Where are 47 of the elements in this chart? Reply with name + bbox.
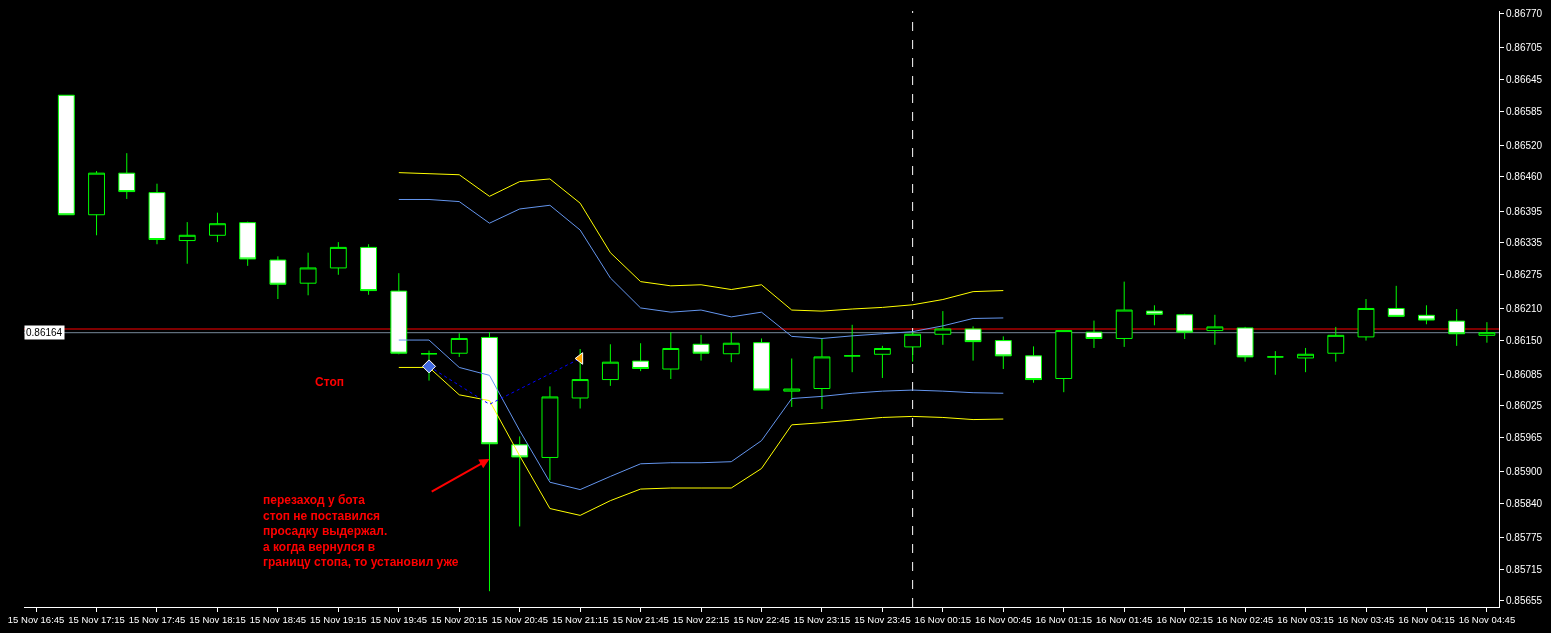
annotation: Стоп	[315, 375, 344, 389]
x-tick-label: 15 Nov 20:15	[430, 614, 488, 626]
y-tick-label: 0.86460	[1506, 171, 1543, 183]
x-tick-label: 15 Nov 23:45	[854, 614, 911, 626]
x-tick-label: 15 Nov 18:45	[249, 614, 307, 626]
y-tick-label: 0.86025	[1506, 400, 1543, 412]
x-tick-label: 15 Nov 17:45	[128, 614, 186, 626]
x-tick-label: 16 Nov 00:45	[975, 614, 1032, 626]
x-tick-label: 16 Nov 02:45	[1216, 614, 1274, 626]
y-tick-label: 0.86210	[1506, 302, 1543, 314]
y-tick-label: 0.86085	[1506, 368, 1543, 380]
y-tick-label: 0.86395	[1506, 205, 1543, 217]
x-tick-label: 16 Nov 03:15	[1277, 614, 1334, 626]
y-tick-label: 0.85775	[1506, 532, 1543, 543]
y-tick-label: 0.86645	[1506, 73, 1543, 85]
x-tick-label: 15 Nov 21:15	[551, 614, 609, 626]
x-tick-label: 16 Nov 04:15	[1398, 614, 1455, 626]
y-tick-label: 0.85655	[1506, 595, 1543, 607]
ref-line-label: 0.86164	[26, 327, 63, 338]
y-tick-label: 0.86770	[1506, 8, 1543, 20]
x-tick-label: 16 Nov 01:45	[1095, 614, 1153, 626]
x-tick-label: 15 Nov 22:15	[672, 614, 730, 626]
x-tick-label: 16 Nov 02:15	[1156, 614, 1213, 626]
y-tick-label: 0.85900	[1506, 466, 1543, 478]
x-tick-label: 15 Nov 19:45	[370, 614, 428, 626]
x-tick-label: 15 Nov 16:45	[7, 614, 65, 626]
y-tick-label: 0.86275	[1506, 268, 1543, 280]
annotation: перезаход у бота стоп не поставился просадку выдержал. а когда вернулся в границу стопа, то установил уже	[263, 493, 459, 570]
y-tick-label: 0.85840	[1506, 497, 1543, 509]
x-tick-label: 15 Nov 19:15	[310, 614, 367, 626]
x-tick-label: 15 Nov 18:15	[189, 614, 246, 626]
x-tick-label: 16 Nov 00:15	[914, 614, 972, 626]
x-tick-label: 15 Nov 21:45	[612, 614, 669, 626]
y-tick-label: 0.85715	[1506, 563, 1543, 575]
y-tick-label: 0.86585	[1506, 105, 1543, 117]
x-tick-label: 15 Nov 23:15	[793, 614, 851, 626]
x-tick-label: 15 Nov 20:45	[491, 614, 548, 626]
y-tick-label: 0.86335	[1506, 237, 1543, 249]
y-tick-label: 0.86520	[1506, 139, 1543, 151]
x-tick-label: 15 Nov 22:45	[733, 614, 790, 626]
x-tick-label: 15 Nov 17:15	[68, 614, 125, 626]
y-tick-label: 0.86150	[1506, 334, 1543, 346]
x-tick-label: 16 Nov 04:45	[1458, 614, 1516, 626]
y-tick-label: 0.86705	[1506, 42, 1543, 54]
y-tick-label: 0.85965	[1506, 431, 1543, 443]
x-tick-label: 16 Nov 01:15	[1035, 614, 1093, 626]
x-tick-label: 16 Nov 03:45	[1337, 614, 1395, 626]
